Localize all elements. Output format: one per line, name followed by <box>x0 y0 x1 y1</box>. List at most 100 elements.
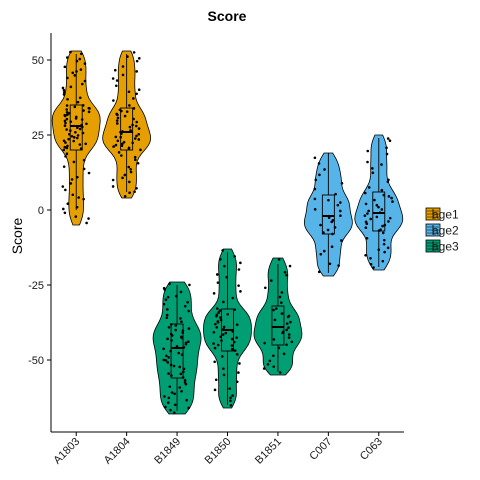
point-C063 <box>381 224 384 228</box>
point-B1849 <box>164 359 168 362</box>
point-B1851 <box>285 273 288 277</box>
point-A1804 <box>115 119 119 122</box>
point-A1803 <box>72 139 75 143</box>
point-B1851 <box>278 295 282 299</box>
point-B1850 <box>217 311 220 314</box>
point-B1850 <box>221 249 224 252</box>
point-C007 <box>336 203 340 207</box>
point-B1851 <box>280 312 284 315</box>
point-B1851 <box>289 320 292 324</box>
point-C063 <box>364 226 368 229</box>
point-A1803 <box>65 152 69 156</box>
violin-C007 <box>303 152 353 277</box>
point-C063 <box>367 186 371 189</box>
point-A1803 <box>85 221 88 225</box>
point-A1803 <box>76 126 79 130</box>
point-B1851 <box>280 291 284 294</box>
point-A1804 <box>129 170 133 174</box>
point-A1803 <box>65 117 69 121</box>
y-axis-title: Score <box>9 218 25 255</box>
point-B1851 <box>270 279 273 282</box>
point-C063 <box>366 212 369 215</box>
point-B1849 <box>180 320 183 323</box>
point-C063 <box>386 137 390 140</box>
point-A1803 <box>74 130 77 134</box>
point-A1804 <box>115 79 119 82</box>
point-B1850 <box>231 394 234 397</box>
point-B1851 <box>273 318 277 322</box>
point-C063 <box>363 191 367 195</box>
y-tick-label: 25 <box>32 130 44 142</box>
point-A1803 <box>78 57 82 61</box>
point-B1849 <box>170 391 174 394</box>
point-B1849 <box>183 378 187 382</box>
point-A1803 <box>70 178 74 181</box>
point-B1850 <box>219 316 222 319</box>
point-A1803 <box>77 196 80 199</box>
point-A1803 <box>72 136 76 139</box>
point-A1803 <box>63 211 67 215</box>
point-C063 <box>386 246 390 250</box>
point-B1849 <box>188 283 191 287</box>
point-A1803 <box>65 108 68 111</box>
point-B1850 <box>230 347 234 351</box>
point-B1849 <box>173 403 177 407</box>
point-A1803 <box>69 85 73 89</box>
point-B1850 <box>230 337 234 341</box>
point-A1803 <box>63 145 67 149</box>
point-C063 <box>380 163 383 166</box>
point-B1849 <box>166 361 170 364</box>
point-A1803 <box>82 197 85 201</box>
point-B1850 <box>214 378 218 382</box>
point-C063 <box>387 195 391 198</box>
point-B1850 <box>213 346 217 350</box>
point-C063 <box>388 139 392 143</box>
point-B1851 <box>282 352 286 356</box>
point-B1851 <box>277 258 281 261</box>
point-A1804 <box>121 73 125 77</box>
point-A1803 <box>74 215 78 218</box>
violin-A1804 <box>102 50 152 199</box>
point-B1849 <box>166 295 170 299</box>
point-A1804 <box>132 107 136 110</box>
point-B1850 <box>229 404 233 407</box>
point-A1804 <box>111 185 115 188</box>
point-A1804 <box>116 116 120 120</box>
point-B1849 <box>178 365 182 369</box>
point-A1803 <box>65 128 68 131</box>
legend: age1 age2 age3 <box>425 208 459 254</box>
point-B1849 <box>185 398 188 402</box>
point-C063 <box>391 200 394 203</box>
y-tick-label: -50 <box>28 355 44 367</box>
point-B1851 <box>287 326 290 329</box>
point-C007 <box>328 262 332 266</box>
point-B1851 <box>283 270 287 274</box>
point-B1850 <box>222 373 226 377</box>
point-A1803 <box>74 115 78 119</box>
point-A1804 <box>132 51 136 54</box>
point-B1850 <box>222 325 226 329</box>
point-B1849 <box>183 304 187 308</box>
point-C063 <box>382 238 386 242</box>
point-C063 <box>382 242 386 246</box>
point-A1804 <box>127 90 131 94</box>
point-A1804 <box>137 132 141 136</box>
point-C063 <box>379 228 382 231</box>
point-A1803 <box>76 175 79 179</box>
point-B1849 <box>162 358 166 362</box>
point-C063 <box>381 231 385 235</box>
point-A1804 <box>136 161 140 165</box>
point-A1803 <box>76 134 80 137</box>
point-A1803 <box>84 142 88 146</box>
point-A1803 <box>75 136 79 140</box>
point-A1803 <box>70 134 74 138</box>
point-A1803 <box>83 79 87 83</box>
point-C063 <box>380 188 384 192</box>
point-A1804 <box>134 158 137 162</box>
point-A1803 <box>85 122 88 126</box>
point-A1803 <box>62 165 66 168</box>
point-A1803 <box>69 182 73 185</box>
point-A1803 <box>66 113 69 117</box>
point-B1850 <box>233 255 236 258</box>
